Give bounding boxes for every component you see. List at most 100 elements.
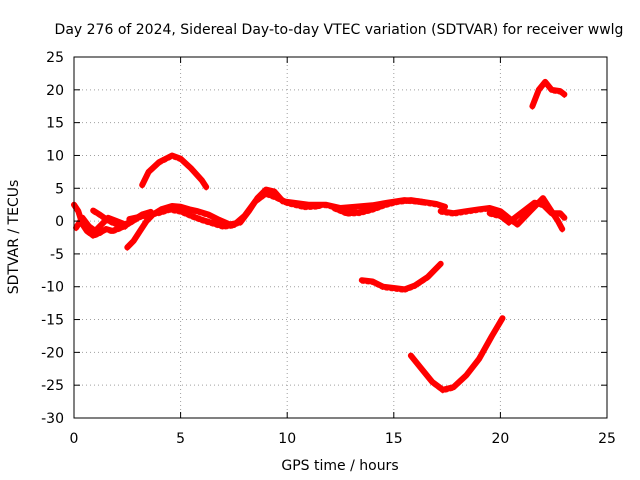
x-tick-label: 0 [70, 431, 79, 447]
data-point [316, 203, 322, 209]
data-point [92, 228, 98, 234]
data-point [532, 200, 538, 206]
data-point [555, 218, 561, 224]
data-point [391, 285, 397, 291]
data-point [497, 213, 503, 219]
data-point [263, 191, 269, 197]
data-point [369, 278, 375, 284]
data-point [450, 384, 456, 390]
data-point [421, 199, 427, 205]
y-tick-label: -5 [50, 247, 64, 263]
data-point [359, 277, 365, 283]
data-point [188, 213, 194, 219]
data-point [514, 221, 520, 227]
data-point [126, 216, 132, 222]
data-point [523, 206, 529, 212]
data-point [561, 91, 567, 97]
data-point [139, 182, 145, 188]
data-point [186, 206, 192, 212]
data-point [143, 218, 149, 224]
data-point [169, 152, 175, 158]
data-point [109, 219, 115, 225]
data-point [529, 103, 535, 109]
data-point [425, 274, 431, 280]
data-point [476, 206, 482, 212]
data-point [84, 228, 90, 234]
data-point [487, 210, 493, 216]
y-tick-label: -15 [41, 313, 64, 329]
data-point [199, 217, 205, 223]
y-tick-label: 25 [46, 50, 64, 66]
plot-frame [73, 56, 608, 419]
data-point [357, 210, 363, 216]
data-point [500, 315, 506, 321]
data-point [80, 215, 86, 221]
data-point [195, 208, 201, 214]
data-point [109, 228, 115, 234]
data-point [146, 212, 152, 218]
x-tick-label: 15 [385, 431, 403, 447]
y-tick-label: 10 [46, 148, 64, 164]
data-point [369, 206, 375, 212]
y-tick-label: 20 [46, 83, 64, 99]
data-point [124, 244, 130, 250]
data-point [463, 208, 469, 214]
data-point [549, 210, 555, 216]
y-tick-label: -25 [41, 378, 64, 394]
data-point [476, 356, 482, 362]
data-point [559, 226, 565, 232]
data-point [99, 221, 105, 227]
data-point [178, 156, 184, 162]
data-point [344, 210, 350, 216]
data-point [188, 166, 194, 172]
data-point [438, 208, 444, 214]
data-point [489, 333, 495, 339]
data-point [521, 215, 527, 221]
data-point [220, 223, 226, 229]
series-arc-11-scatter [488, 204, 566, 226]
data-point [103, 216, 109, 222]
y-tick-label: -10 [41, 280, 64, 296]
data-point [440, 387, 446, 393]
x-tick-label: 5 [176, 431, 185, 447]
chart-title: Day 276 of 2024, Sidereal Day-to-day VTE… [55, 22, 624, 38]
data-point [514, 213, 520, 219]
series-arc-11 [486, 199, 568, 226]
data-point [380, 284, 386, 290]
data-point [73, 225, 79, 231]
data-point [331, 205, 337, 211]
grid-layer [74, 57, 607, 418]
data-point [86, 223, 92, 229]
data-point [271, 189, 277, 195]
data-point [137, 228, 143, 234]
data-point [75, 208, 81, 214]
data-point [90, 233, 96, 239]
data-point [97, 212, 103, 218]
data-point [252, 198, 258, 204]
data-point [450, 210, 456, 216]
data-point [167, 206, 173, 212]
data-point [231, 222, 237, 228]
data-point [284, 200, 290, 206]
data-point [401, 286, 407, 292]
x-axis-label: GPS time / hours [281, 458, 398, 474]
data-point [463, 372, 469, 378]
data-point [419, 366, 425, 372]
y-tick-label: 15 [46, 116, 64, 132]
data-point [199, 177, 205, 183]
data-point [408, 353, 414, 359]
y-tick-label: -30 [41, 411, 64, 427]
data-point [156, 159, 162, 165]
data-point [205, 212, 211, 218]
data-point [557, 210, 563, 216]
data-point [438, 261, 444, 267]
data-point [210, 220, 216, 226]
series-arc-6-scatter [333, 201, 425, 217]
y-axis-label: SDTVAR / TECUs [6, 180, 22, 295]
data-point [301, 204, 307, 210]
data-point [131, 238, 137, 244]
series-arc-9 [407, 315, 506, 393]
data-point [557, 88, 563, 94]
x-tick-label: 25 [598, 431, 616, 447]
